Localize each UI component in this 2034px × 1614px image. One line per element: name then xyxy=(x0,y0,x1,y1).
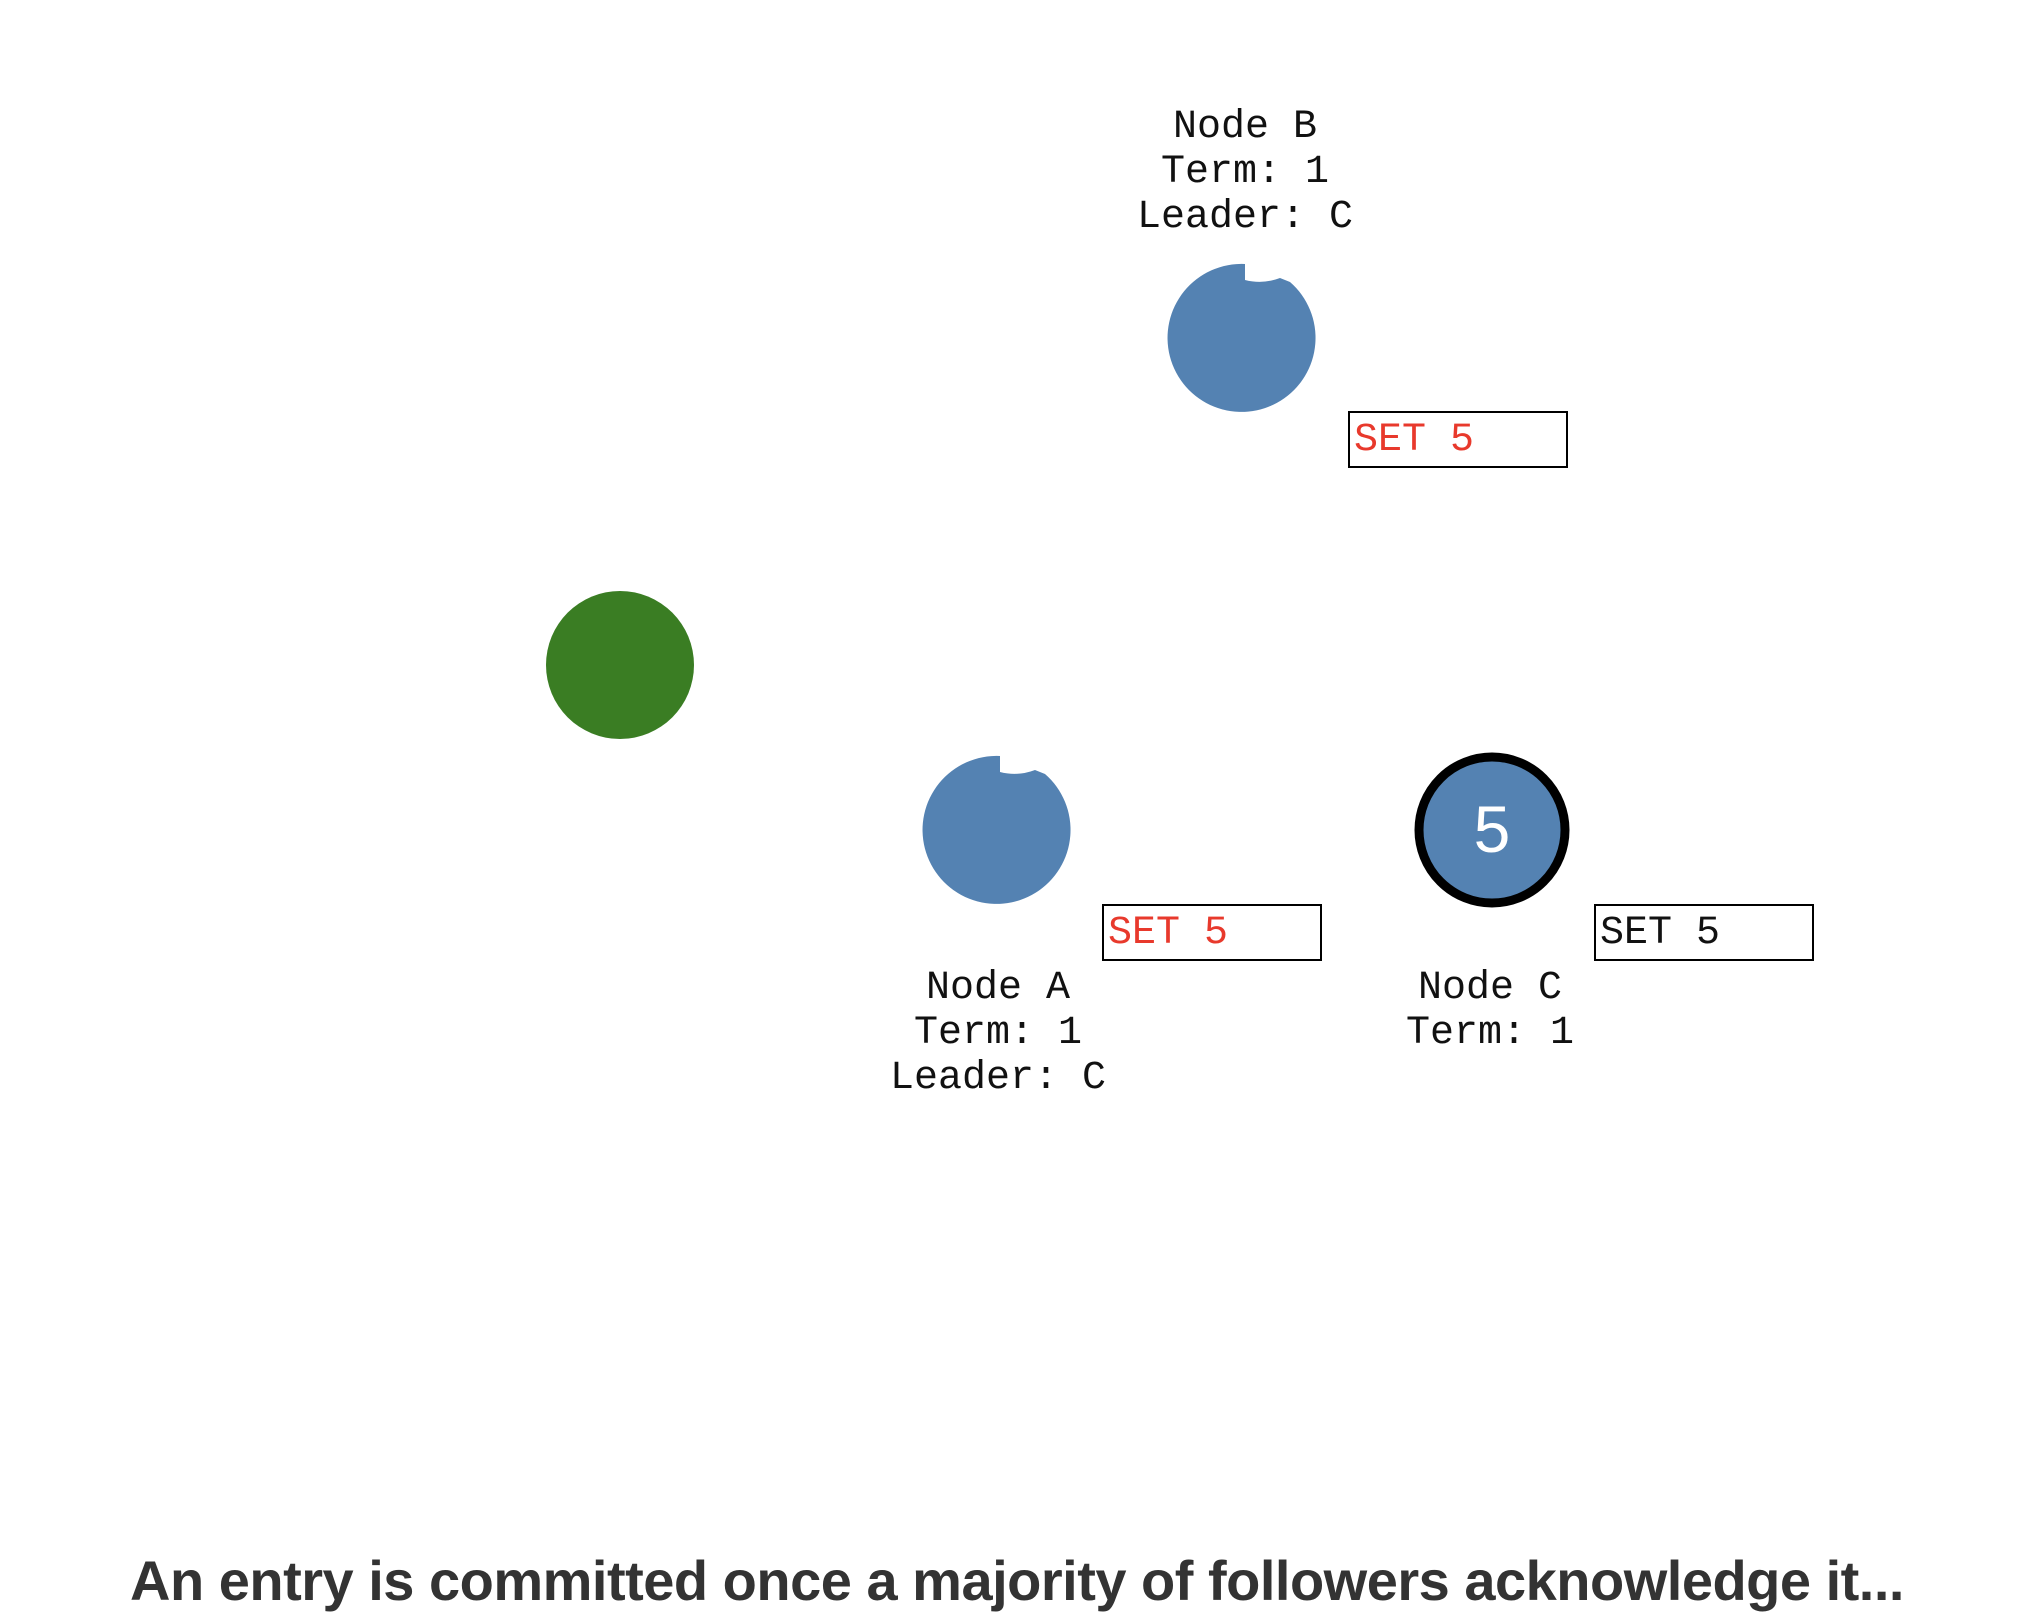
node-b-leader: Leader: C xyxy=(1136,195,1354,240)
node-b-term: Term: 1 xyxy=(1160,150,1330,195)
node-c-circle xyxy=(1414,752,1570,908)
node-c-log-entry: SET 5 xyxy=(1594,904,1814,961)
node-b-label: Node B Term: 1 Leader: C xyxy=(1045,105,1445,240)
client-node xyxy=(546,591,694,739)
node-c-value: 5 xyxy=(1474,792,1511,866)
node-a-name: Node A xyxy=(925,966,1071,1011)
node-c-label: Node C Term: 1 xyxy=(1290,966,1690,1056)
node-a-circle xyxy=(922,755,1071,904)
node-b-log-entry: SET 5 xyxy=(1348,411,1568,468)
node-b-circle xyxy=(1167,263,1316,412)
caption-text: An entry is committed once a majority of… xyxy=(130,1549,1904,1612)
node-c-term: Term: 1 xyxy=(1405,1011,1575,1056)
node-b-name: Node B xyxy=(1172,105,1318,150)
node-a-log-entry: SET 5 xyxy=(1102,904,1322,961)
node-a-leader: Leader: C xyxy=(889,1056,1107,1101)
node-a-term: Term: 1 xyxy=(913,1011,1083,1056)
node-c-name: Node C xyxy=(1417,966,1563,1011)
node-a-label: Node A Term: 1 Leader: C xyxy=(798,966,1198,1101)
